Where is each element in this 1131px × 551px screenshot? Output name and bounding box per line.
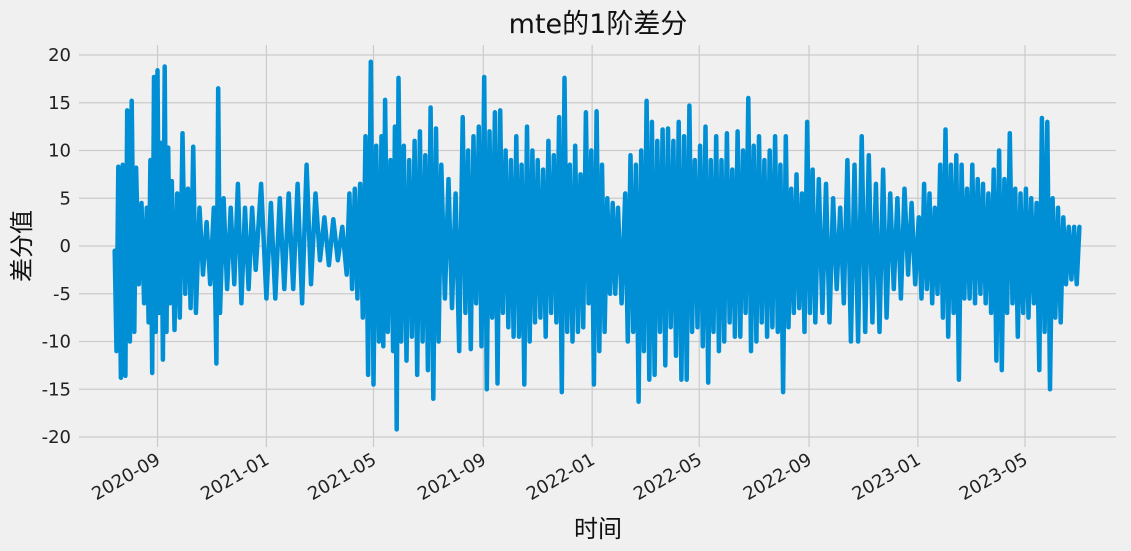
y-tick-label: 20 [48,45,71,66]
y-axis-ticks: -20 -15 -10 -5 0 5 10 15 20 [42,45,71,448]
x-axis-label: 时间 [574,515,622,543]
y-tick-label: -10 [42,332,71,353]
y-tick-label: 5 [60,188,71,209]
y-tick-label: -15 [42,379,71,400]
chart-title: mte的1阶差分 [509,9,688,40]
y-tick-label: -20 [42,427,71,448]
series-line [112,59,1082,432]
y-tick-label: 10 [48,141,71,162]
plot-area [112,59,1082,432]
y-tick-label: -5 [53,284,71,305]
y-axis-label: 差分值 [8,210,36,282]
y-tick-label: 0 [60,236,71,257]
y-tick-label: 15 [48,93,71,114]
